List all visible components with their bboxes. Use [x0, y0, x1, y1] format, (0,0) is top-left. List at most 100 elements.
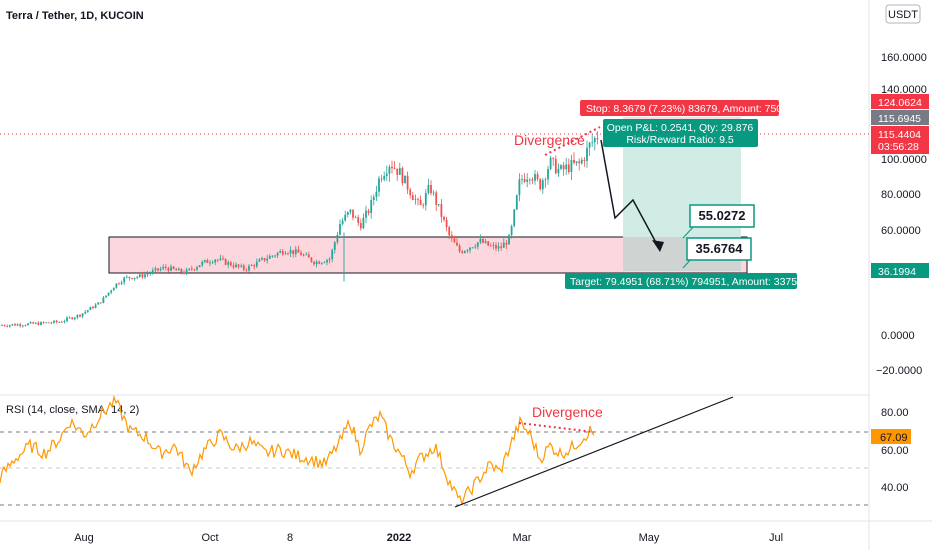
candle-body [378, 178, 380, 192]
candle-body [346, 212, 349, 215]
target-label-box[interactable] [565, 273, 797, 289]
candle-body [170, 266, 172, 271]
candle-body [58, 321, 61, 323]
candle-body [110, 290, 113, 293]
candle-body [300, 252, 302, 256]
candle-body [570, 159, 573, 173]
candle-body [435, 192, 438, 205]
countdown-value: 03:56:28 [878, 141, 919, 153]
candle-body [484, 241, 487, 243]
candle-body [318, 261, 321, 264]
candle-body [422, 205, 425, 206]
time-tick: 2022 [387, 532, 411, 544]
candle-body [479, 238, 482, 243]
candle-body [224, 258, 227, 265]
candle-body [534, 174, 536, 181]
time-axis[interactable]: Aug Oct 8 2022 Mar May Jul [74, 532, 783, 544]
current-price-tag [871, 126, 929, 154]
candle-body [73, 317, 76, 320]
projection-arrow-icon [652, 240, 664, 252]
price-tick: 160.0000 [881, 52, 927, 64]
candle-body [175, 268, 178, 271]
candle-body [424, 192, 427, 206]
candle-body [151, 270, 154, 274]
stop-label-box[interactable] [580, 100, 779, 116]
time-tick: Aug [74, 532, 94, 544]
candle-body [149, 273, 152, 274]
rsi-trendline[interactable] [454, 396, 734, 508]
candle-body [297, 249, 300, 253]
candle-body [281, 251, 284, 255]
candle-body [401, 168, 404, 184]
candle-body [476, 242, 479, 247]
pnl-label-box[interactable] [603, 119, 758, 147]
candle-body [430, 184, 432, 194]
stop-label: Stop: 8.3679 (7.23%) 83679, Amount: 750 [586, 103, 782, 115]
candle-body [495, 245, 497, 249]
candle-body [40, 322, 42, 326]
rsi-divergence-label: Divergence [532, 404, 603, 420]
candle-body [201, 261, 204, 266]
candle-body [185, 269, 188, 274]
candle-body [279, 251, 282, 253]
candle-body [128, 276, 131, 279]
zone-low-value: 36.1994 [878, 266, 916, 278]
candle-body [539, 179, 542, 190]
candle-body [180, 268, 183, 273]
candle-body [107, 292, 110, 296]
price-tick: 140.0000 [881, 84, 927, 96]
candle-body [183, 272, 185, 274]
candle-body [66, 317, 68, 322]
candle-body [547, 168, 549, 180]
candle-body [393, 168, 396, 169]
candle-body [50, 322, 53, 324]
candle-body [302, 254, 305, 256]
candle-body [443, 216, 445, 220]
candle-body [583, 159, 586, 161]
candle-body [448, 227, 451, 236]
candle-body [68, 317, 71, 319]
candle-body [216, 259, 219, 261]
candle-body [86, 310, 89, 312]
candle-body [419, 199, 422, 206]
candle-body [391, 166, 393, 169]
candle-body [456, 242, 458, 246]
candle-body [482, 238, 484, 243]
candle-body [209, 262, 211, 264]
candle-body [97, 302, 100, 305]
candle-body [112, 287, 115, 291]
rsi-value-tag [871, 429, 911, 444]
candle-body [354, 217, 357, 219]
candle-body [367, 210, 370, 214]
callout-upper[interactable] [689, 204, 755, 228]
candle-body [596, 138, 599, 140]
candle-body [229, 262, 232, 266]
candle-body [362, 217, 365, 229]
candle-body [118, 283, 120, 285]
candle-body [305, 254, 308, 256]
price-axis[interactable]: 160.0000 140.0000 100.0000 80.0000 60.00… [876, 52, 927, 377]
rsi-tick: 80.00 [881, 407, 909, 419]
candle-body [531, 179, 534, 181]
target-label: Target: 79.4951 (68.71%) 794951, Amount:… [570, 276, 797, 288]
candle-body [138, 274, 141, 277]
callout-lower[interactable] [686, 237, 752, 261]
candle-body [323, 262, 326, 264]
candle-body [328, 259, 331, 260]
candle-body [94, 304, 97, 308]
candle-body [47, 322, 50, 324]
candle-body [240, 265, 243, 267]
candle-body [131, 278, 133, 280]
candle-body [92, 306, 94, 308]
candle-body [333, 242, 336, 250]
candle-body [336, 234, 339, 243]
candle-body [120, 282, 123, 284]
currency-button[interactable] [885, 4, 921, 24]
candle-body [99, 302, 102, 304]
candle-body [365, 210, 367, 218]
candle-body [63, 321, 66, 323]
candle-body [79, 314, 81, 317]
candle-body [469, 247, 471, 251]
rsi-axis[interactable]: 80.00 60.00 40.00 [881, 407, 909, 494]
